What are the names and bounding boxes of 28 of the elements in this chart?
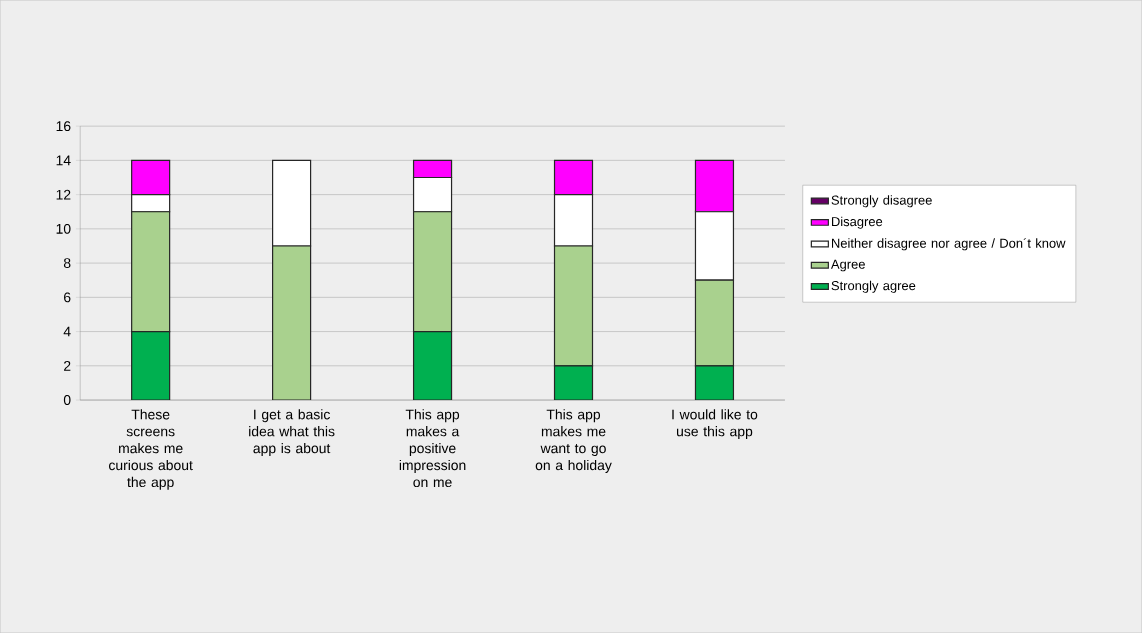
bar [272, 245, 312, 400]
bar [412, 330, 453, 400]
legend-label: Neither disagree nor agree / Don´t know [832, 238, 1066, 251]
x-tick-label: These screens makes me curious about the app [109, 409, 193, 490]
legend-label: Agree [830, 259, 865, 272]
y-tick-label: 16 [56, 121, 71, 132]
bar [131, 211, 171, 333]
bar [694, 365, 735, 400]
x-tick-label: I get a basic idea what this app is about [249, 409, 335, 456]
y-tick-label: 8 [63, 258, 71, 268]
legend-label: Strongly disagree [831, 195, 932, 208]
bar [131, 330, 171, 400]
y-tick-label: 14 [56, 155, 71, 166]
y-tick-label: 12 [56, 189, 71, 200]
x-tick-label: I would like to use this app [672, 409, 758, 439]
y-tick-label: 0 [63, 395, 71, 405]
bar [553, 245, 594, 367]
bar [694, 279, 735, 367]
y-tick-label: 2 [64, 360, 71, 371]
bar [412, 211, 453, 333]
bar [553, 365, 594, 400]
x-tick-label: This app makes a positive impression on me [399, 409, 466, 488]
y-tick-label: 10 [56, 223, 71, 234]
y-tick-label: 4 [63, 326, 71, 337]
legend-label: Strongly agree [831, 280, 916, 293]
y-tick-label: 6 [64, 292, 71, 303]
x-tick-label: This app makes me want to go on a holiday [535, 409, 612, 473]
legend-label: Disagree [832, 216, 883, 229]
